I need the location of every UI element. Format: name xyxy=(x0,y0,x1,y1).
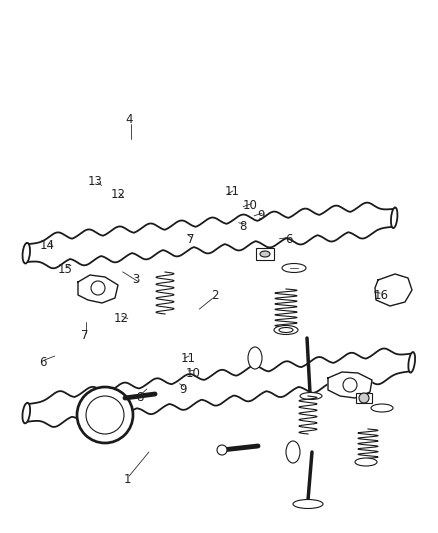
Bar xyxy=(356,393,372,403)
Polygon shape xyxy=(328,372,372,398)
Ellipse shape xyxy=(355,458,377,466)
Ellipse shape xyxy=(248,347,262,369)
Text: 11: 11 xyxy=(181,352,196,365)
Circle shape xyxy=(343,378,357,392)
Text: 10: 10 xyxy=(185,367,200,379)
Text: 6: 6 xyxy=(285,233,293,246)
Polygon shape xyxy=(25,349,413,427)
Text: 10: 10 xyxy=(243,199,258,212)
Ellipse shape xyxy=(408,352,415,373)
Text: 11: 11 xyxy=(225,185,240,198)
Ellipse shape xyxy=(279,327,293,333)
Text: 16: 16 xyxy=(374,289,389,302)
Text: 14: 14 xyxy=(40,239,55,252)
Text: 9: 9 xyxy=(257,209,265,222)
Circle shape xyxy=(91,281,105,295)
Text: 8: 8 xyxy=(137,391,144,403)
Text: 1: 1 xyxy=(123,473,131,486)
Circle shape xyxy=(217,445,227,455)
Text: 6: 6 xyxy=(39,356,46,369)
Polygon shape xyxy=(25,203,395,268)
Ellipse shape xyxy=(300,392,322,400)
Ellipse shape xyxy=(286,441,300,463)
Text: 12: 12 xyxy=(113,312,128,325)
Circle shape xyxy=(86,396,124,434)
Text: 9: 9 xyxy=(179,383,187,395)
Text: 13: 13 xyxy=(88,175,103,188)
Ellipse shape xyxy=(282,263,306,272)
Ellipse shape xyxy=(22,403,30,423)
Ellipse shape xyxy=(293,499,323,508)
Bar xyxy=(256,248,274,260)
Ellipse shape xyxy=(371,404,393,412)
Text: 12: 12 xyxy=(111,188,126,201)
Text: 3: 3 xyxy=(132,273,139,286)
Text: 2: 2 xyxy=(211,289,219,302)
Polygon shape xyxy=(78,275,118,303)
Text: 7: 7 xyxy=(81,329,88,342)
Ellipse shape xyxy=(260,251,270,257)
Text: 15: 15 xyxy=(57,263,72,276)
Ellipse shape xyxy=(391,207,397,228)
Polygon shape xyxy=(375,274,412,306)
Ellipse shape xyxy=(22,243,30,263)
Text: 7: 7 xyxy=(187,233,194,246)
Text: 4: 4 xyxy=(125,114,133,126)
Text: 8: 8 xyxy=(240,220,247,233)
Ellipse shape xyxy=(274,326,298,335)
Circle shape xyxy=(77,387,133,443)
Circle shape xyxy=(359,393,369,403)
